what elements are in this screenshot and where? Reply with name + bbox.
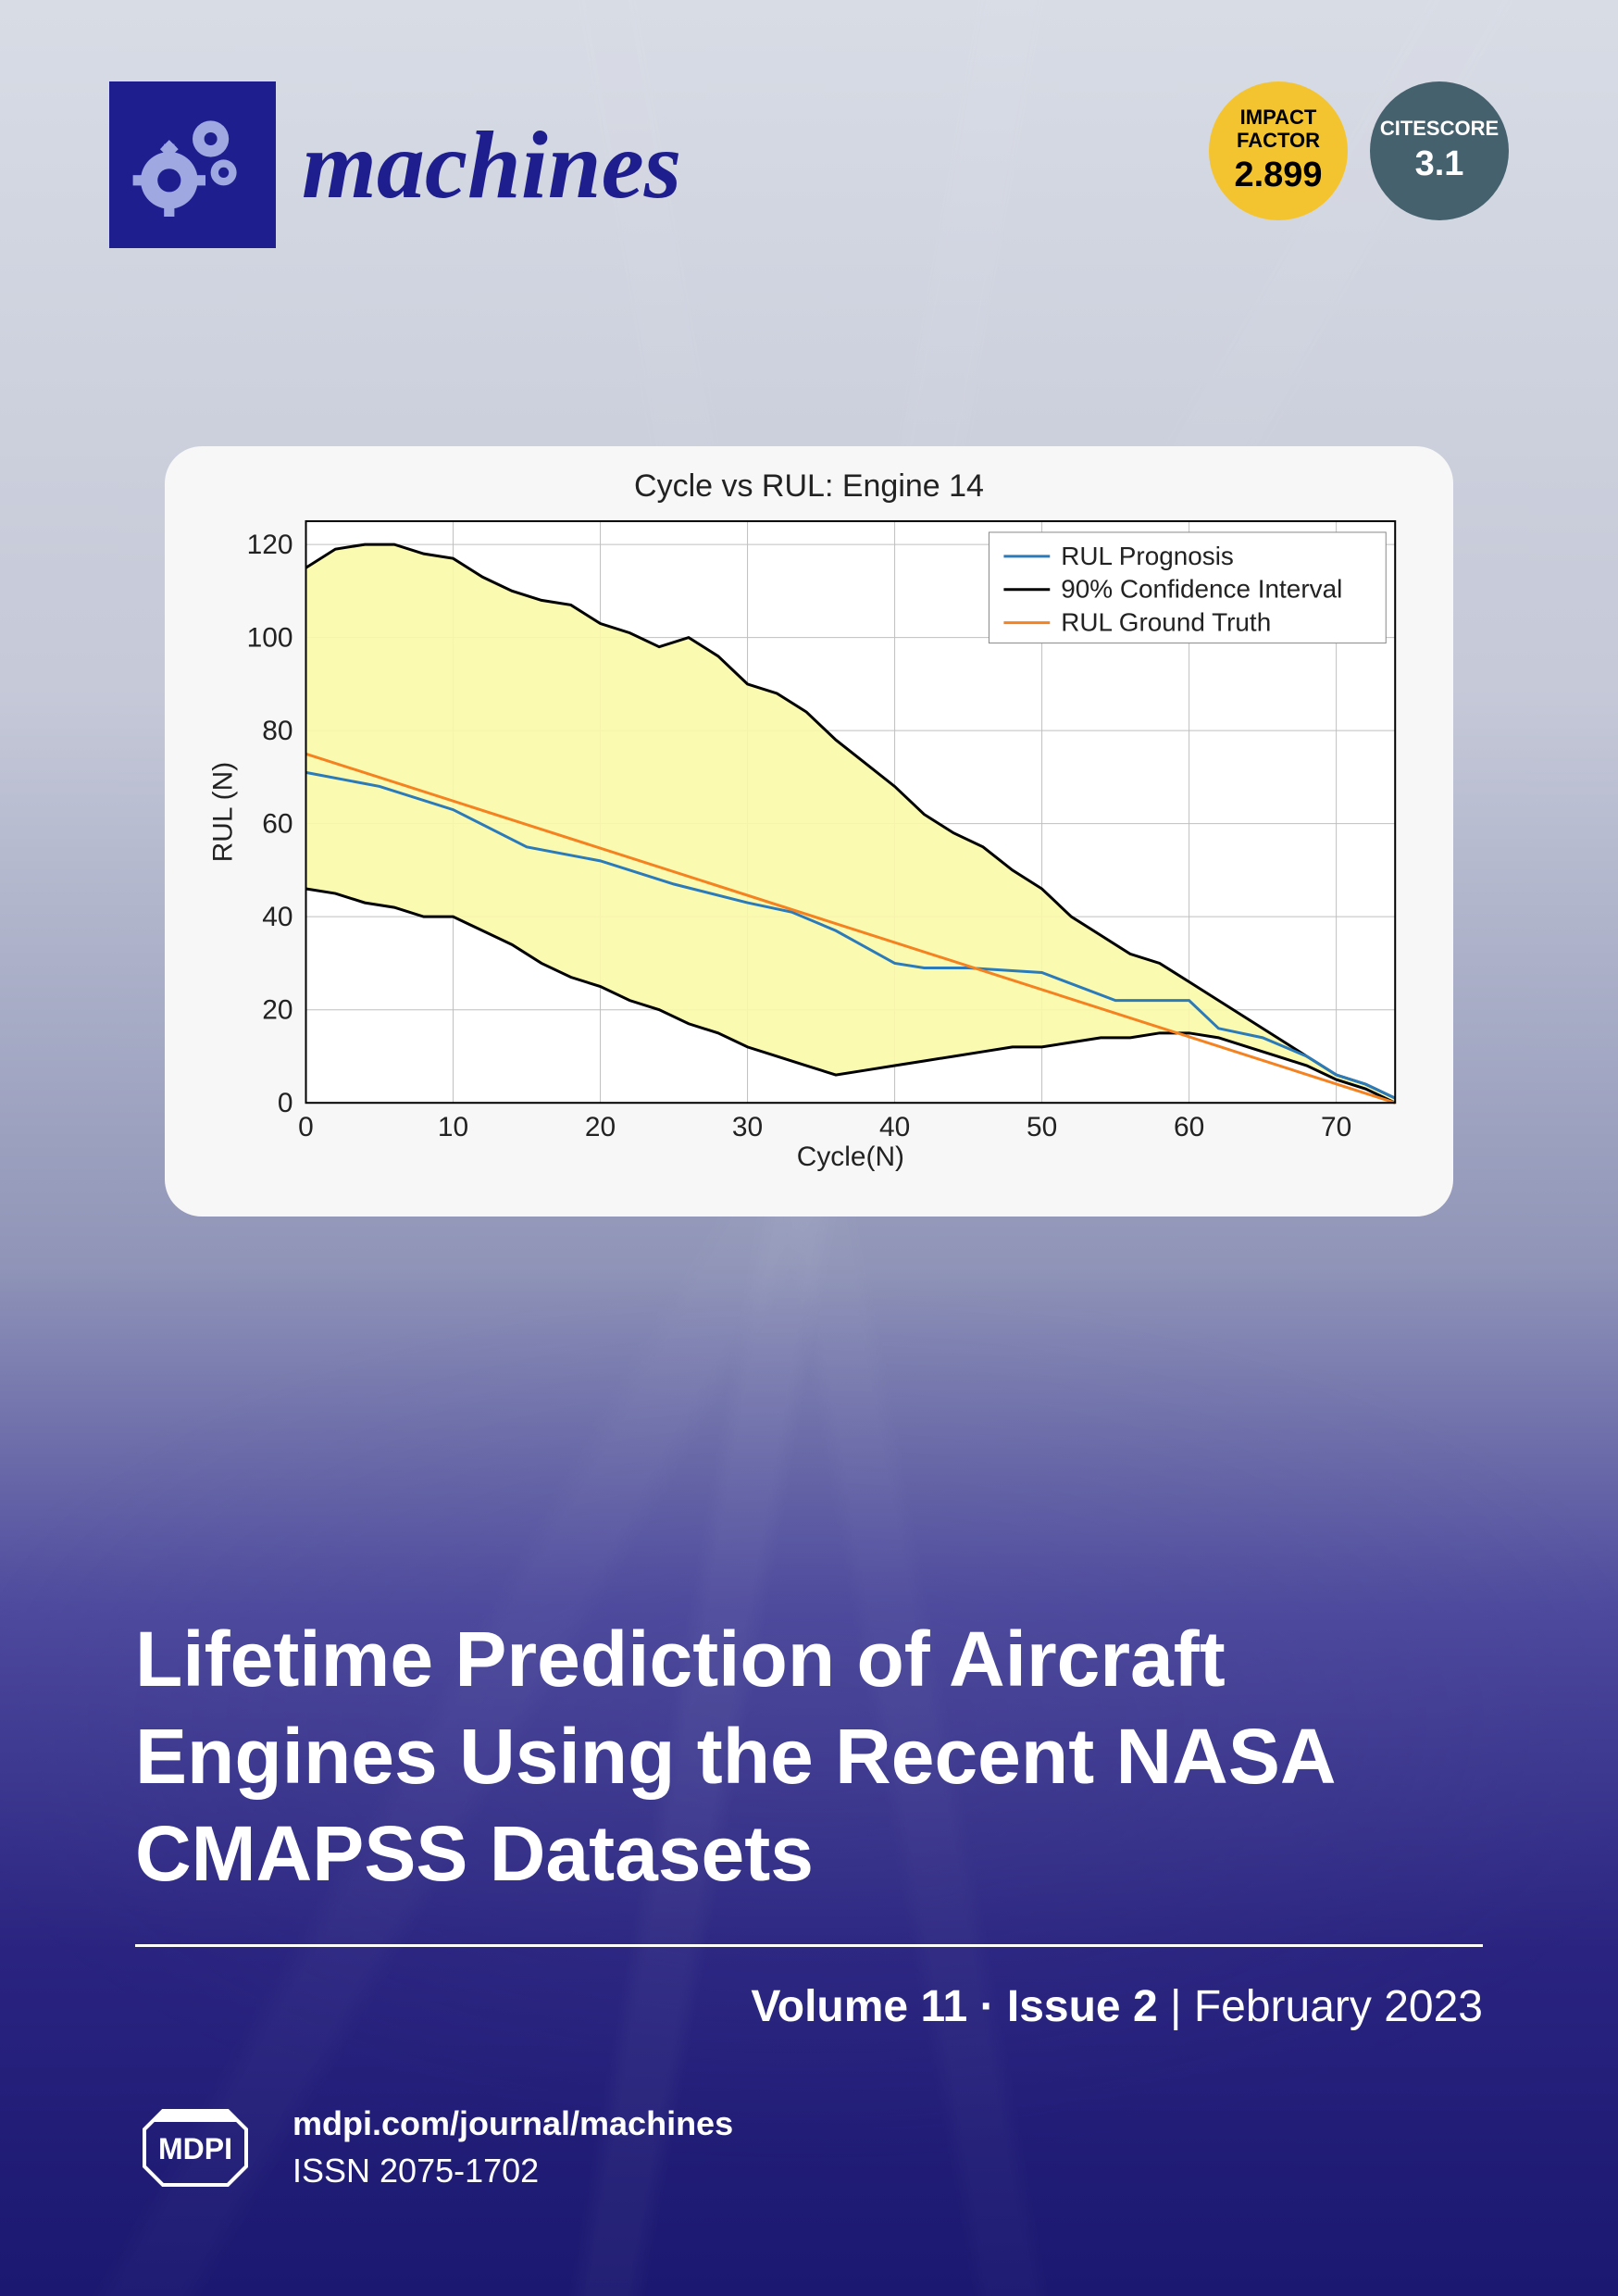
journal-logo	[109, 81, 276, 248]
journal-name: machines	[302, 110, 681, 220]
svg-text:30: 30	[732, 1112, 763, 1142]
issn: ISSN 2075-1702	[292, 2148, 733, 2194]
chart-container: Cycle vs RUL: Engine 14 0102030405060700…	[165, 446, 1453, 1217]
svg-text:60: 60	[262, 809, 292, 840]
svg-text:10: 10	[438, 1112, 468, 1142]
svg-text:120: 120	[247, 530, 293, 560]
rul-chart: 0 10 20 30 40 50 60 70 0 20 40 60 80 100 120 Cycle(N) RU…	[202, 512, 1416, 1177]
svg-text:0: 0	[278, 1088, 293, 1118]
volume: Volume 11	[751, 1982, 967, 2031]
svg-text:RUL Ground Truth: RUL Ground Truth	[1061, 608, 1271, 637]
impact-value: 2.899	[1234, 156, 1322, 195]
svg-text:70: 70	[1321, 1112, 1351, 1142]
issue-date: February 2023	[1194, 1982, 1483, 2031]
header: machines IMPACT FACTOR 2.899 CITESCORE 3…	[109, 81, 1509, 248]
issue-dot: ·	[980, 1982, 995, 2031]
svg-text:MDPI: MDPI	[158, 2132, 232, 2165]
svg-text:100: 100	[247, 623, 293, 654]
issue-num: Issue 2	[1007, 1982, 1158, 2031]
mdpi-logo-icon: MDPI	[135, 2102, 255, 2194]
gears-icon	[128, 100, 257, 230]
impact-label-2: FACTOR	[1237, 130, 1320, 152]
svg-text:40: 40	[879, 1112, 910, 1142]
citescore-badge: CITESCORE 3.1	[1370, 81, 1509, 220]
svg-text:20: 20	[585, 1112, 616, 1142]
svg-text:50: 50	[1027, 1112, 1057, 1142]
svg-text:20: 20	[262, 995, 292, 1026]
footer: MDPI mdpi.com/journal/machines ISSN 2075…	[135, 2101, 733, 2194]
metric-badges: IMPACT FACTOR 2.899 CITESCORE 3.1	[1209, 81, 1509, 220]
svg-text:0: 0	[298, 1112, 314, 1142]
svg-text:80: 80	[262, 716, 292, 746]
svg-text:90% Confidence Interval: 90% Confidence Interval	[1061, 575, 1342, 604]
cite-label: CITESCORE	[1380, 118, 1499, 140]
svg-text:40: 40	[262, 902, 292, 932]
svg-text:RUL (N): RUL (N)	[208, 762, 239, 863]
journal-url: mdpi.com/journal/machines	[292, 2101, 733, 2147]
article-title: Lifetime Prediction of Aircraft Engines …	[135, 1611, 1483, 1903]
footer-text: mdpi.com/journal/machines ISSN 2075-1702	[292, 2101, 733, 2194]
divider-line	[135, 1944, 1483, 1947]
impact-label-1: IMPACT	[1240, 106, 1317, 129]
impact-factor-badge: IMPACT FACTOR 2.899	[1209, 81, 1348, 220]
issue-sep: |	[1170, 1982, 1181, 2031]
chart-title: Cycle vs RUL: Engine 14	[202, 468, 1416, 505]
cite-value: 3.1	[1415, 144, 1464, 184]
svg-text:Cycle(N): Cycle(N)	[797, 1142, 904, 1172]
issue-info: Volume 11 · Issue 2 | February 2023	[751, 1981, 1483, 2032]
logo-block: machines	[109, 81, 681, 248]
svg-text:60: 60	[1174, 1112, 1204, 1142]
svg-text:RUL Prognosis: RUL Prognosis	[1061, 542, 1234, 570]
